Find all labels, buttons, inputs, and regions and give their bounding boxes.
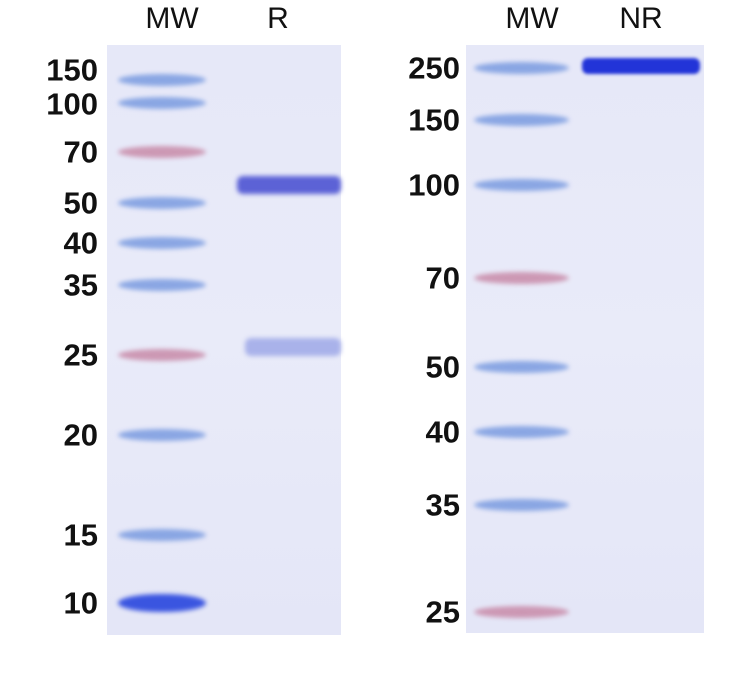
lane-label-r: R [267, 2, 289, 35]
marker-band-25 [118, 349, 206, 361]
mw-label-35: 35 [425, 487, 460, 523]
marker-band-35 [118, 279, 206, 291]
mw-label-25: 25 [63, 337, 98, 373]
sample-band-light-chain [245, 338, 341, 356]
marker-band-70 [118, 146, 206, 158]
marker-band-35 [474, 499, 569, 511]
marker-band-40 [118, 237, 206, 249]
marker-band-100 [474, 179, 569, 191]
sample-band-nr [582, 58, 700, 74]
marker-band-50 [474, 361, 569, 373]
marker-band-150 [474, 114, 569, 126]
mw-label-40: 40 [425, 414, 460, 450]
mw-label-150: 150 [46, 52, 98, 88]
mw-label-10: 10 [63, 585, 98, 621]
mw-label-15: 15 [63, 517, 98, 553]
marker-band-100 [118, 97, 206, 109]
marker-band-10 [118, 594, 206, 612]
marker-band-20 [118, 429, 206, 441]
mw-label-35: 35 [63, 267, 98, 303]
marker-band-15 [118, 529, 206, 541]
marker-band-250 [474, 62, 569, 74]
mw-label-25: 25 [425, 594, 460, 630]
mw-label-70: 70 [425, 260, 460, 296]
marker-band-25 [474, 606, 569, 618]
right-gel [466, 45, 704, 633]
mw-label-100: 100 [408, 167, 460, 203]
mw-label-50: 50 [425, 349, 460, 385]
mw-label-70: 70 [63, 134, 98, 170]
mw-label-40: 40 [63, 225, 98, 261]
lane-label-mw-right: MW [505, 2, 559, 35]
lane-label-nr: NR [619, 2, 663, 35]
mw-label-250: 250 [408, 50, 460, 86]
mw-label-20: 20 [63, 417, 98, 453]
marker-band-70 [474, 272, 569, 284]
marker-band-40 [474, 426, 569, 438]
mw-label-150: 150 [408, 102, 460, 138]
marker-band-150 [118, 74, 206, 86]
mw-label-100: 100 [46, 86, 98, 122]
mw-label-50: 50 [63, 185, 98, 221]
sample-band-heavy-chain [237, 176, 341, 194]
marker-band-50 [118, 197, 206, 209]
lane-label-mw-left: MW [145, 2, 199, 35]
